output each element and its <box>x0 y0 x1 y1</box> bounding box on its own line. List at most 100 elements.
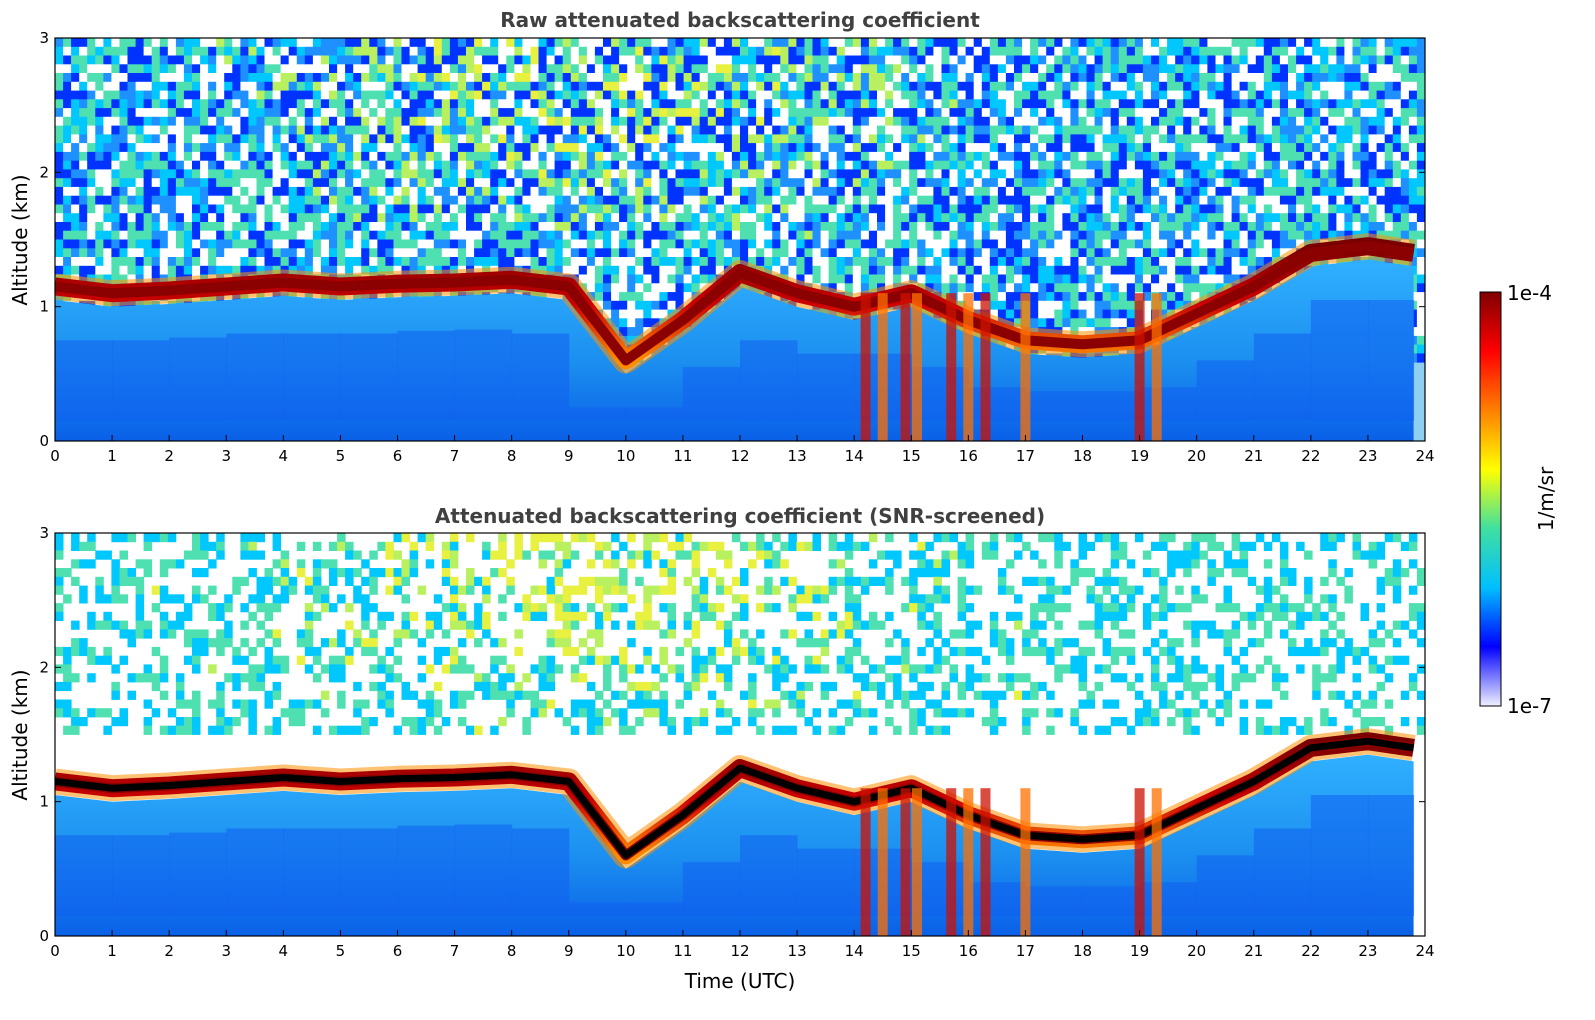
panel-screened-xtick-label-13: 13 <box>788 942 807 960</box>
panel-screened-aerosol-band-7 <box>454 824 513 916</box>
panel-screened-aerosol-band-12 <box>740 835 798 916</box>
panel-screened-aerosol-band-6 <box>397 825 456 916</box>
panel-raw-xtick-label-3: 3 <box>221 447 231 465</box>
panel-screened-xtick-label-20: 20 <box>1187 942 1206 960</box>
panel-raw-y-axis: 0 1 2 3 <box>39 29 1425 450</box>
panel-raw-aerosol-band-21 <box>1253 333 1312 421</box>
panel-screened-xtick-label-9: 9 <box>564 942 574 960</box>
panel-raw-aerosol-band-1 <box>112 340 170 421</box>
panel-screened-aerosol-band-22 <box>1310 795 1369 916</box>
panel-screened-aerosol-band-20 <box>1196 855 1255 916</box>
panel-raw-fall-streak-3 <box>912 293 922 441</box>
panel-screened-ytick-label-0: 0 <box>39 927 49 945</box>
panel-screened-xtick-label-15: 15 <box>902 942 921 960</box>
panel-screened-fall-streak-0 <box>860 788 871 936</box>
panel-screened-xtick-label-18: 18 <box>1073 942 1092 960</box>
panel-raw-ytick-label-1: 1 <box>39 298 49 316</box>
panel-raw-xtick-label-23: 23 <box>1358 447 1377 465</box>
panel-screened-aerosol-band-2 <box>169 832 227 916</box>
panel-raw-xtick-label-8: 8 <box>507 447 517 465</box>
panel-screened-xtick-label-3: 3 <box>221 942 231 960</box>
panel-raw-aerosol-band-19 <box>1139 387 1198 421</box>
panel-raw-xtick-label-9: 9 <box>564 447 574 465</box>
panel-screened-xtick-label-12: 12 <box>730 942 749 960</box>
panel-screened-xtick-label-7: 7 <box>450 942 460 960</box>
panel-raw-xtick-label-2: 2 <box>164 447 174 465</box>
panel-raw-ytick-label-3: 3 <box>39 29 49 47</box>
panel-raw-ytick-label-0: 0 <box>39 432 49 450</box>
panel-screened-aerosol-band-23 <box>1367 795 1415 916</box>
colorbar-gradient <box>1479 291 1502 707</box>
panel-raw-fall-streak-8 <box>1134 293 1145 441</box>
panel-raw-xtick-label-10: 10 <box>616 447 635 465</box>
panel-screened-fall-streak-5 <box>963 788 974 936</box>
panel-screened-fall-streak-3 <box>912 788 922 936</box>
panel-screened-xtick-label-23: 23 <box>1358 942 1377 960</box>
colorbar-unit-label: 1/m/sr <box>1534 466 1558 531</box>
panel-screened-xtick-label-8: 8 <box>507 942 517 960</box>
panel-raw-xtick-label-24: 24 <box>1415 447 1434 465</box>
colorbar-max-label: 1e-4 <box>1507 281 1552 305</box>
panel-raw-aerosol-band-17 <box>1025 391 1083 421</box>
panel-screened-aerosol-band-5 <box>340 828 398 916</box>
panel-raw-xtick-label-16: 16 <box>959 447 978 465</box>
panel-screened-xtick-label-5: 5 <box>336 942 346 960</box>
panel-raw-aerosol-band-12 <box>740 340 798 421</box>
panel-raw-xtick-label-20: 20 <box>1187 447 1206 465</box>
panel-raw-xtick-label-14: 14 <box>845 447 864 465</box>
panel-raw-fall-streak-9 <box>1151 293 1162 441</box>
panel-raw-fall-streak-2 <box>900 293 911 441</box>
panel-raw-xtick-label-7: 7 <box>450 447 460 465</box>
panel-raw-aerosol-band-4 <box>283 333 341 421</box>
panel-screened-aerosol-band-11 <box>682 862 741 916</box>
panel-raw-aerosol-band-13 <box>797 353 855 421</box>
panel-screened-xtick-label-16: 16 <box>959 942 978 960</box>
panel-screened-aerosol-band-13 <box>797 848 855 916</box>
panel-screened-aerosol-band-10 <box>625 902 684 916</box>
panel-screened-xtick-label-4: 4 <box>279 942 289 960</box>
panel-raw-xtick-label-6: 6 <box>393 447 403 465</box>
panel-screened-title: Attenuated backscattering coefficient (S… <box>435 504 1045 528</box>
panel-raw-fall-streak-0 <box>860 293 871 441</box>
panel-screened-aerosol-band-1 <box>112 835 170 916</box>
panel-raw-aerosol-band-5 <box>340 333 398 421</box>
panel-raw-fall-streak-6 <box>980 293 991 441</box>
panel-raw-fall-streak-1 <box>877 293 888 441</box>
panel-screened-aerosol-band-16 <box>968 882 1026 916</box>
panel-raw-fall-streak-4 <box>946 293 957 441</box>
panel-screened-cloud-base-marker <box>55 737 1415 859</box>
panel-raw-xtick-label-19: 19 <box>1130 447 1149 465</box>
colorbar: 1e-4 1e-7 1/m/sr <box>1479 281 1558 718</box>
panel-raw-xtick-label-15: 15 <box>902 447 921 465</box>
panel-raw-aerosol-band-22 <box>1310 300 1369 421</box>
panel-screened-plot-area <box>55 533 1425 936</box>
panel-raw-xtick-label-12: 12 <box>730 447 749 465</box>
panel-screened-xtick-label-11: 11 <box>673 942 692 960</box>
panel-screened-xtick-label-21: 21 <box>1244 942 1263 960</box>
panel-raw-cloud-layer-core <box>55 241 1415 366</box>
panel-screened-aerosol-band-0 <box>55 835 113 916</box>
panel-screened: Attenuated backscattering coefficient (S… <box>8 504 1435 993</box>
panel-screened-fall-streak-9 <box>1151 788 1162 936</box>
panel-raw-xtick-label-11: 11 <box>673 447 692 465</box>
panel-raw-aerosol-band-3 <box>226 333 284 421</box>
panel-screened-aerosol-band-18 <box>1082 886 1141 916</box>
panel-raw-y-axis-label: Altitude (km) <box>8 174 32 305</box>
panel-screened-xtick-label-6: 6 <box>393 942 403 960</box>
colorbar-min-label: 1e-7 <box>1507 694 1552 718</box>
panel-screened-aerosol-band-17 <box>1025 886 1083 916</box>
panel-raw-aerosol-band-9 <box>568 407 627 421</box>
panel-raw-xtick-label-17: 17 <box>1016 447 1035 465</box>
panel-raw-aerosol-band-23 <box>1367 300 1415 421</box>
panel-raw-xtick-label-5: 5 <box>336 447 346 465</box>
panel-raw-aerosol-band-16 <box>968 387 1026 421</box>
panel-screened-aerosol-band-9 <box>568 902 627 916</box>
panel-raw-xtick-label-0: 0 <box>50 447 60 465</box>
panel-screened-noise-field <box>55 533 1425 735</box>
panel-screened-xtick-label-2: 2 <box>164 942 174 960</box>
panel-raw-aerosol-band-11 <box>682 367 741 421</box>
panel-raw-aerosol-band-18 <box>1082 391 1141 421</box>
panel-screened-aerosol-band-8 <box>511 828 570 916</box>
panel-screened-xtick-label-19: 19 <box>1130 942 1149 960</box>
